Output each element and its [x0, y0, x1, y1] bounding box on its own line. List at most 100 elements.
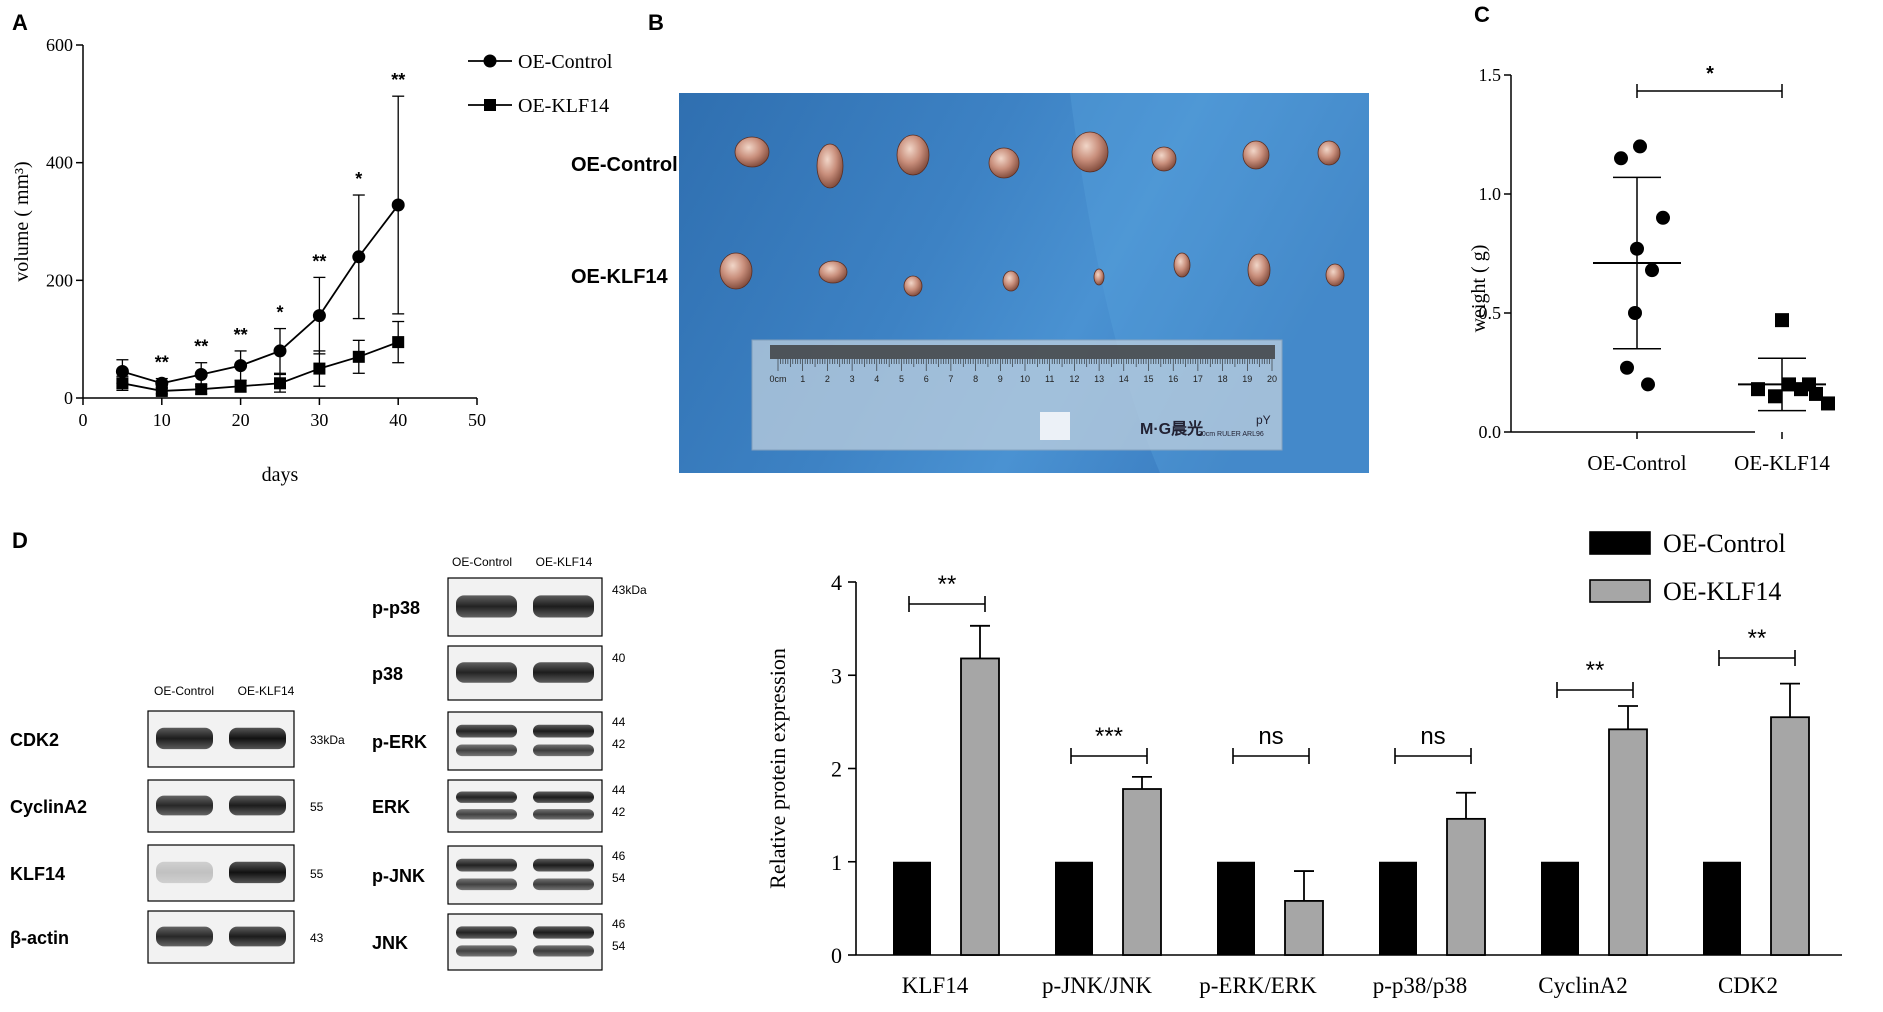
a-point-klf14	[116, 377, 129, 390]
ruler-number: 14	[1119, 374, 1129, 384]
ruler-number: 20	[1267, 374, 1277, 384]
d-legend-label: OE-Control	[1663, 529, 1786, 558]
ruler-number: 5	[899, 374, 904, 384]
c-y-tick-label: 1.0	[1479, 184, 1502, 204]
blot-right-3-band	[456, 809, 517, 820]
blot-left-2-band	[156, 861, 213, 884]
d-significance: ns	[1420, 723, 1445, 750]
d-bar-control	[1217, 861, 1255, 955]
tumor-control	[1151, 146, 1177, 172]
blot-right-5-band	[456, 926, 517, 939]
tumor-control	[816, 143, 844, 189]
c-point-control	[1656, 210, 1670, 225]
a-significance: **	[194, 337, 208, 357]
blot-right-kda: 44	[612, 783, 626, 797]
d-significance: ***	[1095, 723, 1123, 750]
blot-right-5-band	[456, 945, 517, 957]
d-y-tick-label: 1	[831, 850, 842, 875]
a-point-klf14	[313, 362, 326, 375]
blot-left-kda: 55	[310, 800, 324, 814]
blot-left-1-band	[229, 795, 286, 816]
ruler-number: 12	[1069, 374, 1079, 384]
a-x-axis-title: days	[262, 464, 299, 486]
blot-right-4-frame	[447, 845, 603, 905]
panel-label-d: D	[12, 528, 28, 553]
blot-left-row-label: β-actin	[10, 928, 69, 948]
a-y-tick-label: 600	[46, 35, 73, 55]
tumor-klf14	[1247, 253, 1271, 287]
ruler-number: 13	[1094, 374, 1104, 384]
c-point-control	[1641, 377, 1655, 392]
blot-right-1-band	[456, 662, 517, 683]
tumor-klf14	[818, 260, 848, 284]
a-significance: *	[355, 169, 362, 189]
ruler-small-text: 20cm RULER ARL96	[1198, 431, 1264, 438]
c-point-klf14	[1821, 396, 1835, 411]
a-point-klf14	[274, 377, 286, 390]
c-y-tick-label: 1.5	[1479, 65, 1502, 85]
c-point-klf14	[1782, 377, 1796, 392]
ruler-ticks: 0cm 1 2 3 4 5 6 7 8 9 10 11 12 13 14 15 16 17 18 19 20	[769, 359, 1277, 384]
blot-left-row-label: CyclinA2	[10, 797, 87, 817]
d-x-tick-label: CyclinA2	[1538, 973, 1627, 998]
a-point-control	[234, 359, 248, 373]
a-point-klf14	[392, 336, 405, 349]
blot-left-0-band	[229, 727, 286, 750]
d-legend-swatch	[1589, 579, 1651, 603]
d-bar-klf14	[1284, 900, 1324, 956]
ruler-number: 11	[1045, 374, 1054, 384]
d-x-tick-label: p-p38/p38	[1373, 973, 1468, 998]
ruler-number: 10	[1020, 374, 1030, 384]
blot-right-5-band	[533, 945, 594, 957]
ruler: 0cm 1 2 3 4 5 6 7 8 9 10 11 12 13 14 15 16 17 18 19 20 M·G晨光…	[751, 339, 1283, 451]
d-bar-control	[1541, 861, 1579, 955]
a-legend-label: OE-Control	[518, 51, 613, 73]
western-blot-right: OE-Control OE-KLF14 p-p38 43kDa p38 40 p-ERK 44…	[372, 555, 647, 971]
ruler-number: 6	[924, 374, 929, 384]
blot-left-header-control: OE-Control	[154, 684, 214, 698]
tumor-specimens	[719, 131, 1345, 297]
blot-right-2-band	[533, 744, 594, 757]
a-point-klf14	[352, 350, 365, 363]
c-x-tick-label: OE-KLF14	[1734, 451, 1830, 475]
ruler-number: 0cm	[769, 374, 786, 384]
a-y-tick-label: 200	[46, 270, 73, 290]
c-point-control	[1620, 360, 1634, 375]
a-x-tick-label: 0	[79, 410, 88, 430]
blot-right-row-label: p-ERK	[372, 732, 427, 752]
blot-right-4-band	[456, 858, 517, 872]
d-significance: **	[938, 571, 957, 598]
tumor-klf14	[1173, 252, 1191, 278]
tumor-control	[988, 147, 1020, 179]
blot-left-header-klf14: OE-KLF14	[238, 684, 295, 698]
d-bar-control	[1703, 861, 1741, 955]
a-point-klf14	[155, 384, 168, 397]
blot-right-2-band	[456, 724, 517, 738]
panel-label-c: C	[1474, 2, 1490, 27]
d-bar-klf14	[1446, 817, 1486, 956]
a-y-tick-label: 400	[46, 153, 73, 173]
blot-right-kda: 44	[612, 715, 626, 729]
blot-right-3-band	[533, 791, 594, 803]
ruler-number: 3	[850, 374, 855, 384]
a-significance: **	[391, 70, 405, 90]
blot-right-kda: 42	[612, 805, 626, 819]
tumor-control	[1242, 140, 1270, 170]
a-series-line-1	[122, 341, 399, 392]
blot-right-4-band	[456, 878, 517, 891]
ruler-number: 17	[1193, 374, 1203, 384]
photo-row-label-klf14: OE-KLF14	[571, 266, 669, 288]
tumor-control	[734, 136, 770, 168]
a-legend-marker-klf14	[484, 99, 496, 111]
ruler-mark: pY	[1256, 413, 1271, 427]
panel-c-scatter-chart: 0.0 0.5 1.0 1.5 weight ( g) OE-Control OE-KLF1…	[1468, 63, 1835, 475]
d-y-tick-label: 3	[831, 663, 842, 688]
blot-right-3-frame	[447, 779, 603, 833]
a-point-control	[352, 250, 366, 264]
c-point-klf14	[1768, 389, 1782, 404]
ruler-number: 7	[948, 374, 953, 384]
d-bar-klf14	[1122, 788, 1162, 956]
d-bar-klf14	[1770, 716, 1810, 956]
